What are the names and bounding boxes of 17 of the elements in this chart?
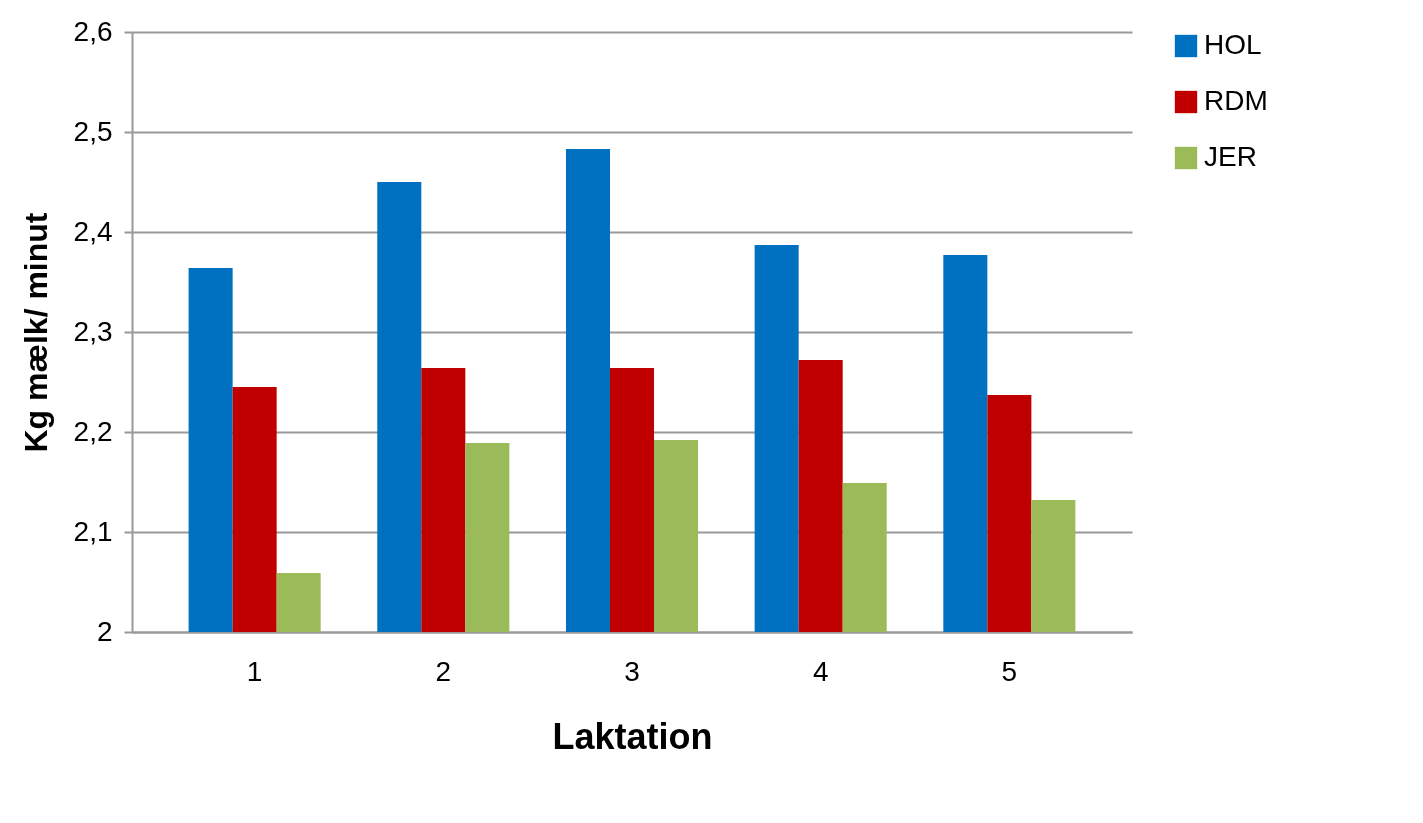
y-tick-label: 2,2: [73, 415, 113, 447]
x-axis-title: Laktation: [552, 715, 713, 757]
y-tick-label: 2,6: [73, 15, 113, 47]
y-axis-title: Kg mælk/ minut: [17, 212, 54, 453]
x-tick-label: 1: [246, 655, 263, 687]
legend-label: RDM: [1204, 85, 1268, 116]
y-tick-label: 2: [96, 615, 113, 647]
x-tick-label: 3: [624, 655, 640, 687]
x-tick-label: 2: [435, 655, 452, 687]
y-tick-label: 2,3: [73, 315, 113, 347]
y-tick-label: 2,4: [73, 215, 113, 247]
y-tick-label: 2,5: [73, 115, 113, 147]
legend-label: JER: [1204, 141, 1257, 172]
legend-label: HOL: [1204, 29, 1262, 60]
y-tick-label: 2,1: [73, 515, 113, 547]
x-tick-label: 5: [1001, 655, 1018, 687]
x-tick-label: 4: [812, 655, 829, 687]
